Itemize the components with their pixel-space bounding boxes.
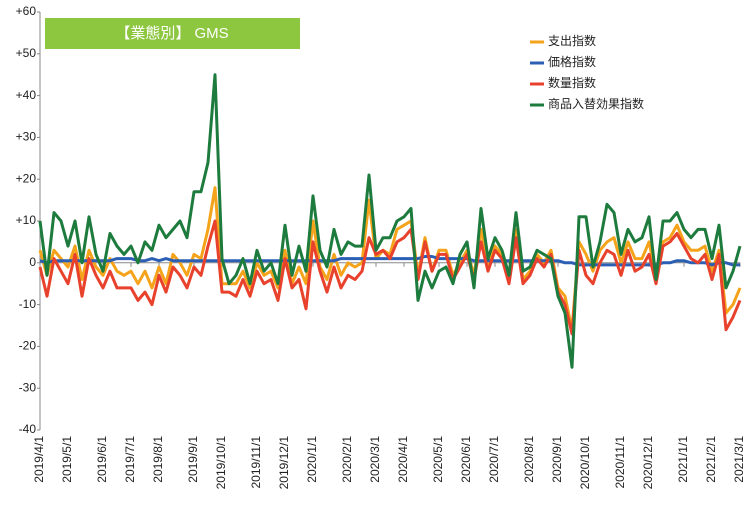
x-tick-label: 2019/9/1 (186, 436, 200, 483)
x-tick-label: 2019/10/1 (214, 436, 228, 490)
x-tick-label: 2019/5/1 (60, 436, 74, 483)
x-tick-label: 2019/8/1 (151, 436, 165, 483)
legend-label: 価格指数 (548, 54, 596, 69)
y-tick-label: -20 (19, 339, 37, 353)
y-tick-label: -30 (19, 380, 37, 394)
legend-label: 数量指数 (548, 75, 596, 90)
y-tick-label: -10 (19, 297, 37, 311)
series-line (38, 186, 742, 332)
y-tick-label: +10 (16, 213, 37, 227)
y-tick-label: 0 (29, 255, 36, 269)
y-tick-label: +40 (16, 88, 37, 102)
y-tick-label: +60 (16, 4, 37, 18)
x-tick-label: 2021/2/1 (704, 436, 718, 483)
x-tick-label: 2020/1/1 (305, 436, 319, 483)
x-tick-label: 2020/11/1 (613, 436, 627, 489)
y-tick-label: +30 (16, 130, 37, 144)
x-tick-label: 2020/12/1 (641, 436, 655, 490)
series-line (38, 73, 742, 369)
x-tick-label: 2020/5/1 (431, 436, 445, 483)
legend-label: 商品入替効果指数 (548, 96, 644, 111)
x-tick-label: 2019/6/1 (95, 436, 109, 483)
y-tick-label: +20 (16, 171, 37, 185)
y-tick-label: +50 (16, 46, 37, 60)
x-tick-label: 2020/7/1 (487, 436, 501, 483)
x-tick-label: 2020/10/1 (578, 436, 592, 490)
x-tick-label: 2019/11/1 (249, 436, 263, 489)
x-tick-label: 2020/2/1 (340, 436, 354, 483)
x-tick-label: 2020/6/1 (459, 436, 473, 483)
x-tick-label: 2021/3/1 (732, 436, 745, 483)
x-tick-label: 2020/8/1 (522, 436, 536, 483)
x-tick-label: 2019/12/1 (277, 436, 291, 490)
title-box (45, 18, 300, 49)
chart-title: 【業態別】 GMS (115, 25, 228, 42)
series-line (38, 219, 742, 336)
x-tick-label: 2019/7/1 (123, 436, 137, 483)
x-tick-label: 2020/9/1 (550, 436, 564, 483)
x-tick-label: 2020/3/1 (368, 436, 382, 483)
legend-label: 支出指数 (548, 33, 596, 48)
x-tick-label: 2020/4/1 (396, 436, 410, 483)
y-tick-label: -40 (19, 422, 37, 436)
x-tick-label: 2021/1/1 (676, 436, 690, 483)
x-tick-label: 2019/4/1 (32, 436, 46, 483)
